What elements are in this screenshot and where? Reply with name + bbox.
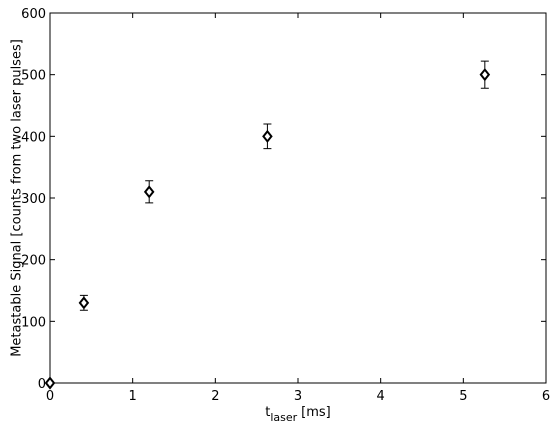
data-point bbox=[44, 376, 56, 390]
y-axis-label: Metastable Signal [counts from two laser… bbox=[10, 39, 25, 357]
y-tick-label: 300 bbox=[21, 192, 46, 207]
x-tick-label: 4 bbox=[377, 389, 385, 404]
x-axis-label: tlaser [ms] bbox=[265, 405, 331, 424]
x-tick-label: 0 bbox=[46, 389, 54, 404]
x-tick-label: 1 bbox=[129, 389, 137, 404]
data-point bbox=[262, 129, 273, 143]
y-tick-label: 0 bbox=[38, 377, 46, 392]
x-label-unit: [ms] bbox=[301, 405, 331, 420]
x-tick-label: 6 bbox=[542, 389, 550, 404]
y-tick-label: 600 bbox=[21, 7, 46, 22]
data-point bbox=[479, 68, 491, 82]
y-tick-label: 400 bbox=[21, 130, 46, 145]
x-tick-label: 3 bbox=[294, 389, 302, 404]
y-tick-label: 100 bbox=[21, 315, 46, 330]
x-label-main: t bbox=[265, 405, 270, 420]
y-tick-label: 500 bbox=[21, 69, 46, 84]
x-label-sub: laser bbox=[270, 411, 297, 424]
x-tick-label: 2 bbox=[211, 389, 219, 404]
data-point bbox=[143, 185, 155, 199]
plot-frame bbox=[49, 12, 547, 384]
data-point bbox=[78, 296, 90, 310]
y-tick-label: 200 bbox=[21, 254, 46, 269]
x-tick-label: 5 bbox=[459, 389, 467, 404]
